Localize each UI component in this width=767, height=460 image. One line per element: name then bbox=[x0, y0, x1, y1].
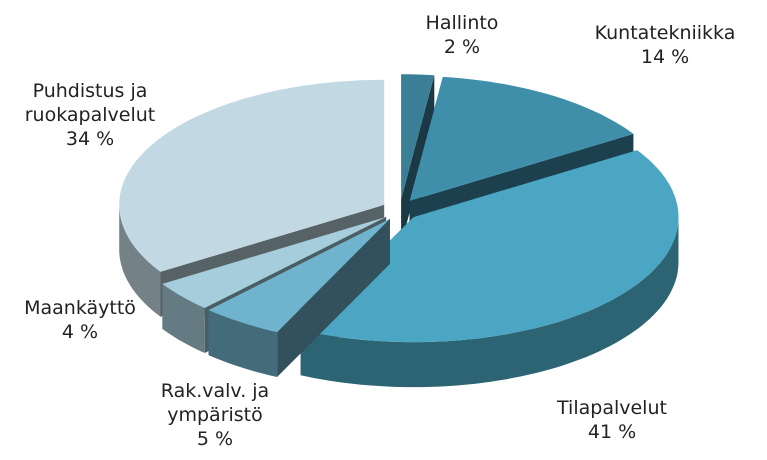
slice-top bbox=[300, 150, 679, 343]
slice bbox=[208, 218, 390, 377]
slice-wall bbox=[119, 204, 161, 317]
slice-top bbox=[119, 79, 385, 272]
value-label: 34 % bbox=[65, 128, 115, 150]
category-label: Puhdistus ja ruokapalvelut bbox=[24, 80, 156, 126]
slice-top bbox=[162, 216, 387, 308]
category-label: Hallinto bbox=[425, 12, 499, 34]
slice-label: Maankäyttö 4 % bbox=[10, 296, 150, 344]
value-label: 2 % bbox=[443, 36, 481, 58]
slice bbox=[401, 74, 435, 245]
slice-label: Kuntatekniikka 14 % bbox=[565, 21, 765, 69]
slice-top bbox=[401, 74, 435, 200]
value-label: 41 % bbox=[587, 421, 637, 443]
slice-top bbox=[409, 76, 634, 201]
slice-wall bbox=[300, 217, 679, 388]
category-label: Maankäyttö bbox=[24, 297, 136, 319]
slice-wall bbox=[208, 310, 278, 377]
slice-label: Puhdistus ja ruokapalvelut 34 % bbox=[10, 79, 170, 151]
value-label: 4 % bbox=[61, 321, 99, 343]
slice-label: Tilapalvelut 41 % bbox=[527, 396, 697, 444]
category-label: Kuntatekniikka bbox=[594, 22, 736, 44]
category-label: Rak.valv. ja ympäristö bbox=[160, 380, 270, 426]
slice-label: Hallinto 2 % bbox=[402, 11, 522, 59]
value-label: 5 % bbox=[196, 428, 234, 450]
slice-top bbox=[208, 218, 390, 332]
slice-label: Rak.valv. ja ympäristö 5 % bbox=[145, 379, 285, 451]
value-label: 14 % bbox=[640, 46, 690, 68]
category-label: Tilapalvelut bbox=[557, 397, 667, 419]
slice-side bbox=[401, 75, 435, 245]
slice-wall bbox=[162, 283, 205, 353]
